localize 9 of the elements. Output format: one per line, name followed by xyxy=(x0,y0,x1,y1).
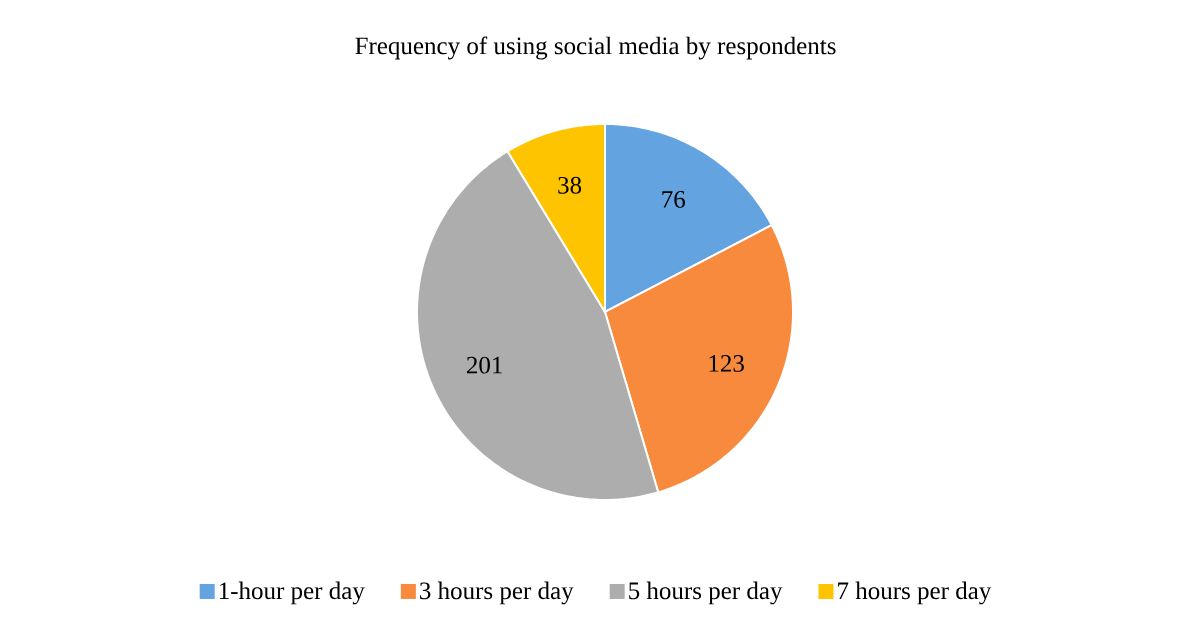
data-label: 201 xyxy=(466,356,502,374)
legend-label: 1-hour per day xyxy=(219,581,365,605)
data-label: 76 xyxy=(662,191,685,208)
data-label: 123 xyxy=(709,355,744,372)
legend-label: 7 hours per day xyxy=(838,581,992,605)
legend-label: 5 hours per day xyxy=(629,581,783,605)
chart-title: Frequency of using social media by respondents xyxy=(355,36,836,60)
legend-label: 3 hours per day xyxy=(420,581,574,605)
data-label: 38 xyxy=(558,176,582,194)
